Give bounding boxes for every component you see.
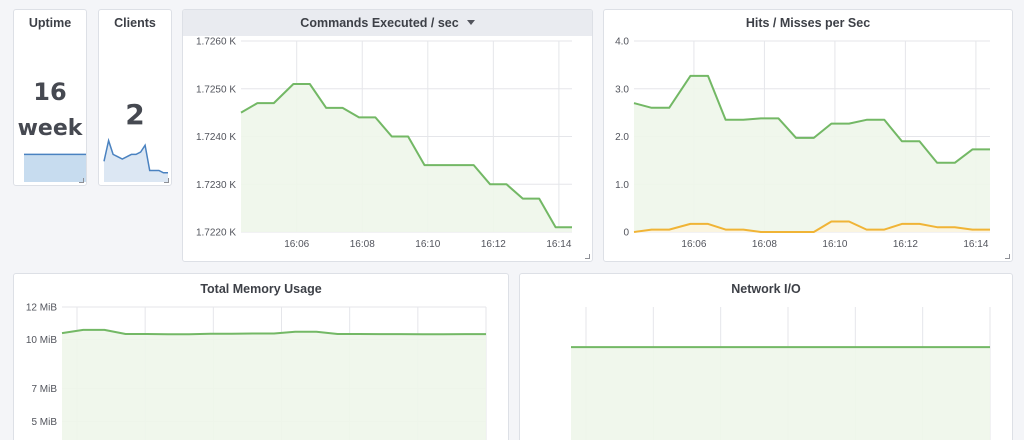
y-tick-label: 0 [623,228,629,239]
y-tick-label: 1.0 [615,180,629,191]
commands-title-text: Commands Executed / sec [300,16,459,30]
network-panel[interactable]: Network I/O 195 KiB146 KiB98 KiB49 KiB [519,273,1013,440]
x-tick-label: 16:12 [893,239,918,250]
y-tick-label: 5 MiB [31,417,57,428]
clients-value: 2 [125,98,145,131]
uptime-value: 16 [33,78,67,106]
resize-handle[interactable] [79,178,84,183]
commands-panel[interactable]: Commands Executed / sec 1.7260 K 1.7250 K… [182,9,593,262]
sparkline-line [103,137,168,174]
y-tick-label: 7 MiB [31,384,57,395]
network-chart: 195 KiB146 KiB98 KiB49 KiB [570,307,991,440]
series-line [633,74,990,164]
clients-sparkline [103,137,168,182]
memory-chart: 12 MiB 10 MiB 7 MiB 5 MiB [26,303,487,440]
uptime-unit: week [17,116,83,141]
y-tick-label: 10 MiB [26,335,57,346]
sparkline-area [24,154,86,182]
y-tick-label: 2.0 [615,132,629,143]
series-line [61,328,486,336]
y-tick-label: 12 MiB [26,303,57,314]
commands-title[interactable]: Commands Executed / sec [183,10,592,36]
clients-title: Clients [114,16,156,30]
network-title: Network I/O [731,282,801,296]
x-tick-label: 16:06 [681,239,706,250]
uptime-title: Uptime [28,16,72,30]
resize-handle[interactable] [164,178,169,183]
x-tick-label: 16:12 [481,239,506,250]
y-tick-label: 3.0 [615,84,629,95]
series-area [571,347,990,440]
series-area [634,75,990,233]
hits-chart: 4.0 3.0 2.0 1.0 0 16:06 16:08 16:10 16:12 16:14 [615,37,991,250]
y-tick-label: 1.7250 K [196,84,236,95]
x-tick-label: 16:10 [415,239,440,250]
resize-handle[interactable] [1005,254,1010,259]
series-area [241,84,572,232]
series-line [633,220,990,233]
uptime-panel[interactable]: Uptime 16 week [13,9,87,186]
resize-handle[interactable] [585,254,590,259]
x-tick-label: 16:06 [284,239,309,250]
y-tick-label: 4.0 [615,37,629,48]
x-tick-label: 16:14 [963,239,988,250]
memory-panel[interactable]: Total Memory Usage 12 MiB 10 MiB 7 MiB 5 Mi… [13,273,509,440]
clients-panel[interactable]: Clients 2 [98,9,172,186]
y-tick-label: 1.7220 K [196,228,236,239]
series-area [62,329,486,440]
series-line [240,83,572,229]
uptime-sparkline [24,153,86,182]
commands-chart: 1.7260 K 1.7250 K 1.7240 K 1.7230 K 1.7220 K… [196,37,573,250]
y-tick-label: 1.7240 K [196,132,236,143]
chevron-down-icon[interactable] [466,20,475,25]
y-tick-label: 1.7260 K [196,37,236,48]
hits-title: Hits / Misses per Sec [745,16,871,30]
x-tick-label: 16:10 [822,239,847,250]
x-tick-label: 16:08 [350,239,375,250]
hits-panel[interactable]: Hits / Misses per Sec 4.0 3.0 2.0 1.0 0 16:06… [603,9,1013,262]
sparkline-area [104,140,168,182]
x-tick-label: 16:08 [752,239,777,250]
memory-title: Total Memory Usage [200,282,322,296]
y-tick-label: 1.7230 K [196,180,236,191]
x-tick-label: 16:14 [546,239,571,250]
